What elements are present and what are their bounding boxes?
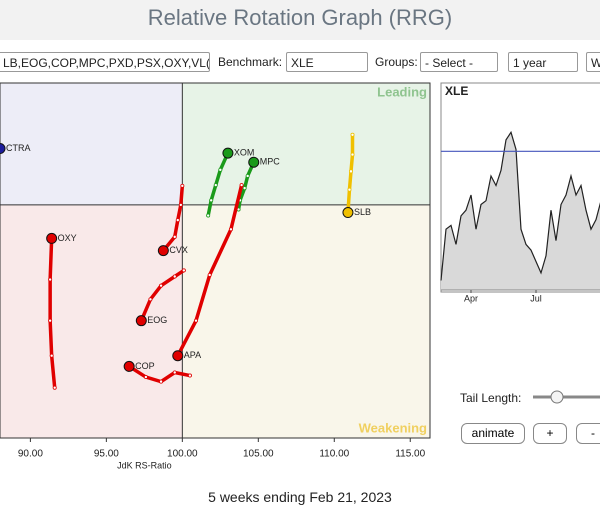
head-point xyxy=(222,147,234,159)
tail-point xyxy=(172,274,177,279)
point-label: MPC xyxy=(260,157,281,167)
point-label: OXY xyxy=(58,233,77,243)
plus-button[interactable]: + xyxy=(533,423,567,444)
tail-point xyxy=(48,318,53,323)
animate-button[interactable]: animate xyxy=(461,423,525,444)
head-point xyxy=(123,360,135,372)
footer: 5 weeks ending Feb 21, 2023 xyxy=(208,489,392,505)
tail-point xyxy=(242,186,247,191)
header: Relative Rotation Graph (RRG) xyxy=(0,0,600,40)
tail-point xyxy=(206,213,211,218)
benchmark-label: Benchmark: xyxy=(218,55,283,69)
point-label: APA xyxy=(184,350,201,360)
tail-point xyxy=(175,218,180,223)
tail-point xyxy=(194,318,199,323)
tail-point xyxy=(159,379,164,384)
benchmark-input[interactable]: XLE xyxy=(286,52,368,72)
x-tick-label: Jul xyxy=(530,293,542,303)
head-point xyxy=(157,245,169,257)
inset-title: XLE xyxy=(445,84,468,98)
minus-button[interactable]: - xyxy=(576,423,600,444)
tail-point xyxy=(159,283,164,288)
head-point xyxy=(248,156,260,168)
x-tick-label: Apr xyxy=(464,293,478,303)
tail-point xyxy=(239,183,244,188)
slider-knob[interactable] xyxy=(550,390,564,404)
point-label: EOG xyxy=(147,315,167,325)
plot-border xyxy=(0,82,431,439)
point-label: COP xyxy=(135,361,155,371)
quadrant-improving xyxy=(0,83,183,205)
quadrant-label: Weakening xyxy=(359,420,427,435)
tail-point xyxy=(48,277,53,282)
tail-point xyxy=(180,183,185,188)
head-point xyxy=(46,232,58,244)
head-point xyxy=(172,350,184,362)
point-label: CVX xyxy=(169,245,188,255)
x-tick-label: 90.00 xyxy=(18,449,43,460)
x-tick-label: 110.00 xyxy=(319,449,349,460)
point-label: SLB xyxy=(354,207,371,217)
tail-point xyxy=(245,173,250,178)
tail-point xyxy=(148,297,153,302)
quadrant-weakening xyxy=(182,204,430,438)
symbols-input[interactable]: LB,EOG,COP,MPC,PXD,PSX,OXY,VL( xyxy=(0,52,210,72)
groups-select[interactable]: - Select - xyxy=(420,52,498,72)
x-tick-label: 100.00 xyxy=(167,449,198,460)
head-point xyxy=(342,207,354,219)
tail-point xyxy=(209,198,214,203)
tail-point xyxy=(187,373,192,378)
tail-point xyxy=(207,272,212,277)
tail-point xyxy=(172,370,177,375)
page-title: Relative Rotation Graph (RRG) xyxy=(147,5,453,30)
point-label: CTRA xyxy=(6,143,31,153)
price-area xyxy=(441,132,600,290)
head-point xyxy=(0,143,6,155)
tail-point xyxy=(347,187,352,192)
quadrant-label: Leading xyxy=(377,84,427,99)
frequency-select[interactable]: W xyxy=(586,52,600,72)
quadrant-leading xyxy=(182,83,430,205)
tail-point xyxy=(181,268,186,273)
tail-point xyxy=(218,167,223,172)
head-point xyxy=(135,315,147,327)
tail-point xyxy=(350,152,355,157)
tail-point xyxy=(228,227,233,232)
groups-label: Groups: xyxy=(375,55,418,69)
x-tick-label: 95.00 xyxy=(94,449,119,460)
tail-point xyxy=(213,183,218,188)
tail-point xyxy=(143,375,148,380)
price-line xyxy=(440,130,600,281)
tail-point xyxy=(178,202,183,207)
tail-point xyxy=(348,169,353,174)
x-tick-label: 115.00 xyxy=(395,449,425,460)
tail-point xyxy=(350,132,355,137)
tail-point xyxy=(49,353,54,358)
period-select[interactable]: 1 year xyxy=(508,52,578,72)
quadrant-lagging xyxy=(0,204,183,438)
tail-point xyxy=(52,385,57,390)
point-label: XOM xyxy=(234,147,255,157)
x-axis-label: JdK RS-Ratio xyxy=(117,460,172,470)
tail-length-label: Tail Length: xyxy=(460,391,522,405)
x-tick-label: 105.00 xyxy=(243,449,274,460)
tail-point xyxy=(172,234,177,239)
inset-chart: XLE Apr Jul xyxy=(440,82,600,303)
